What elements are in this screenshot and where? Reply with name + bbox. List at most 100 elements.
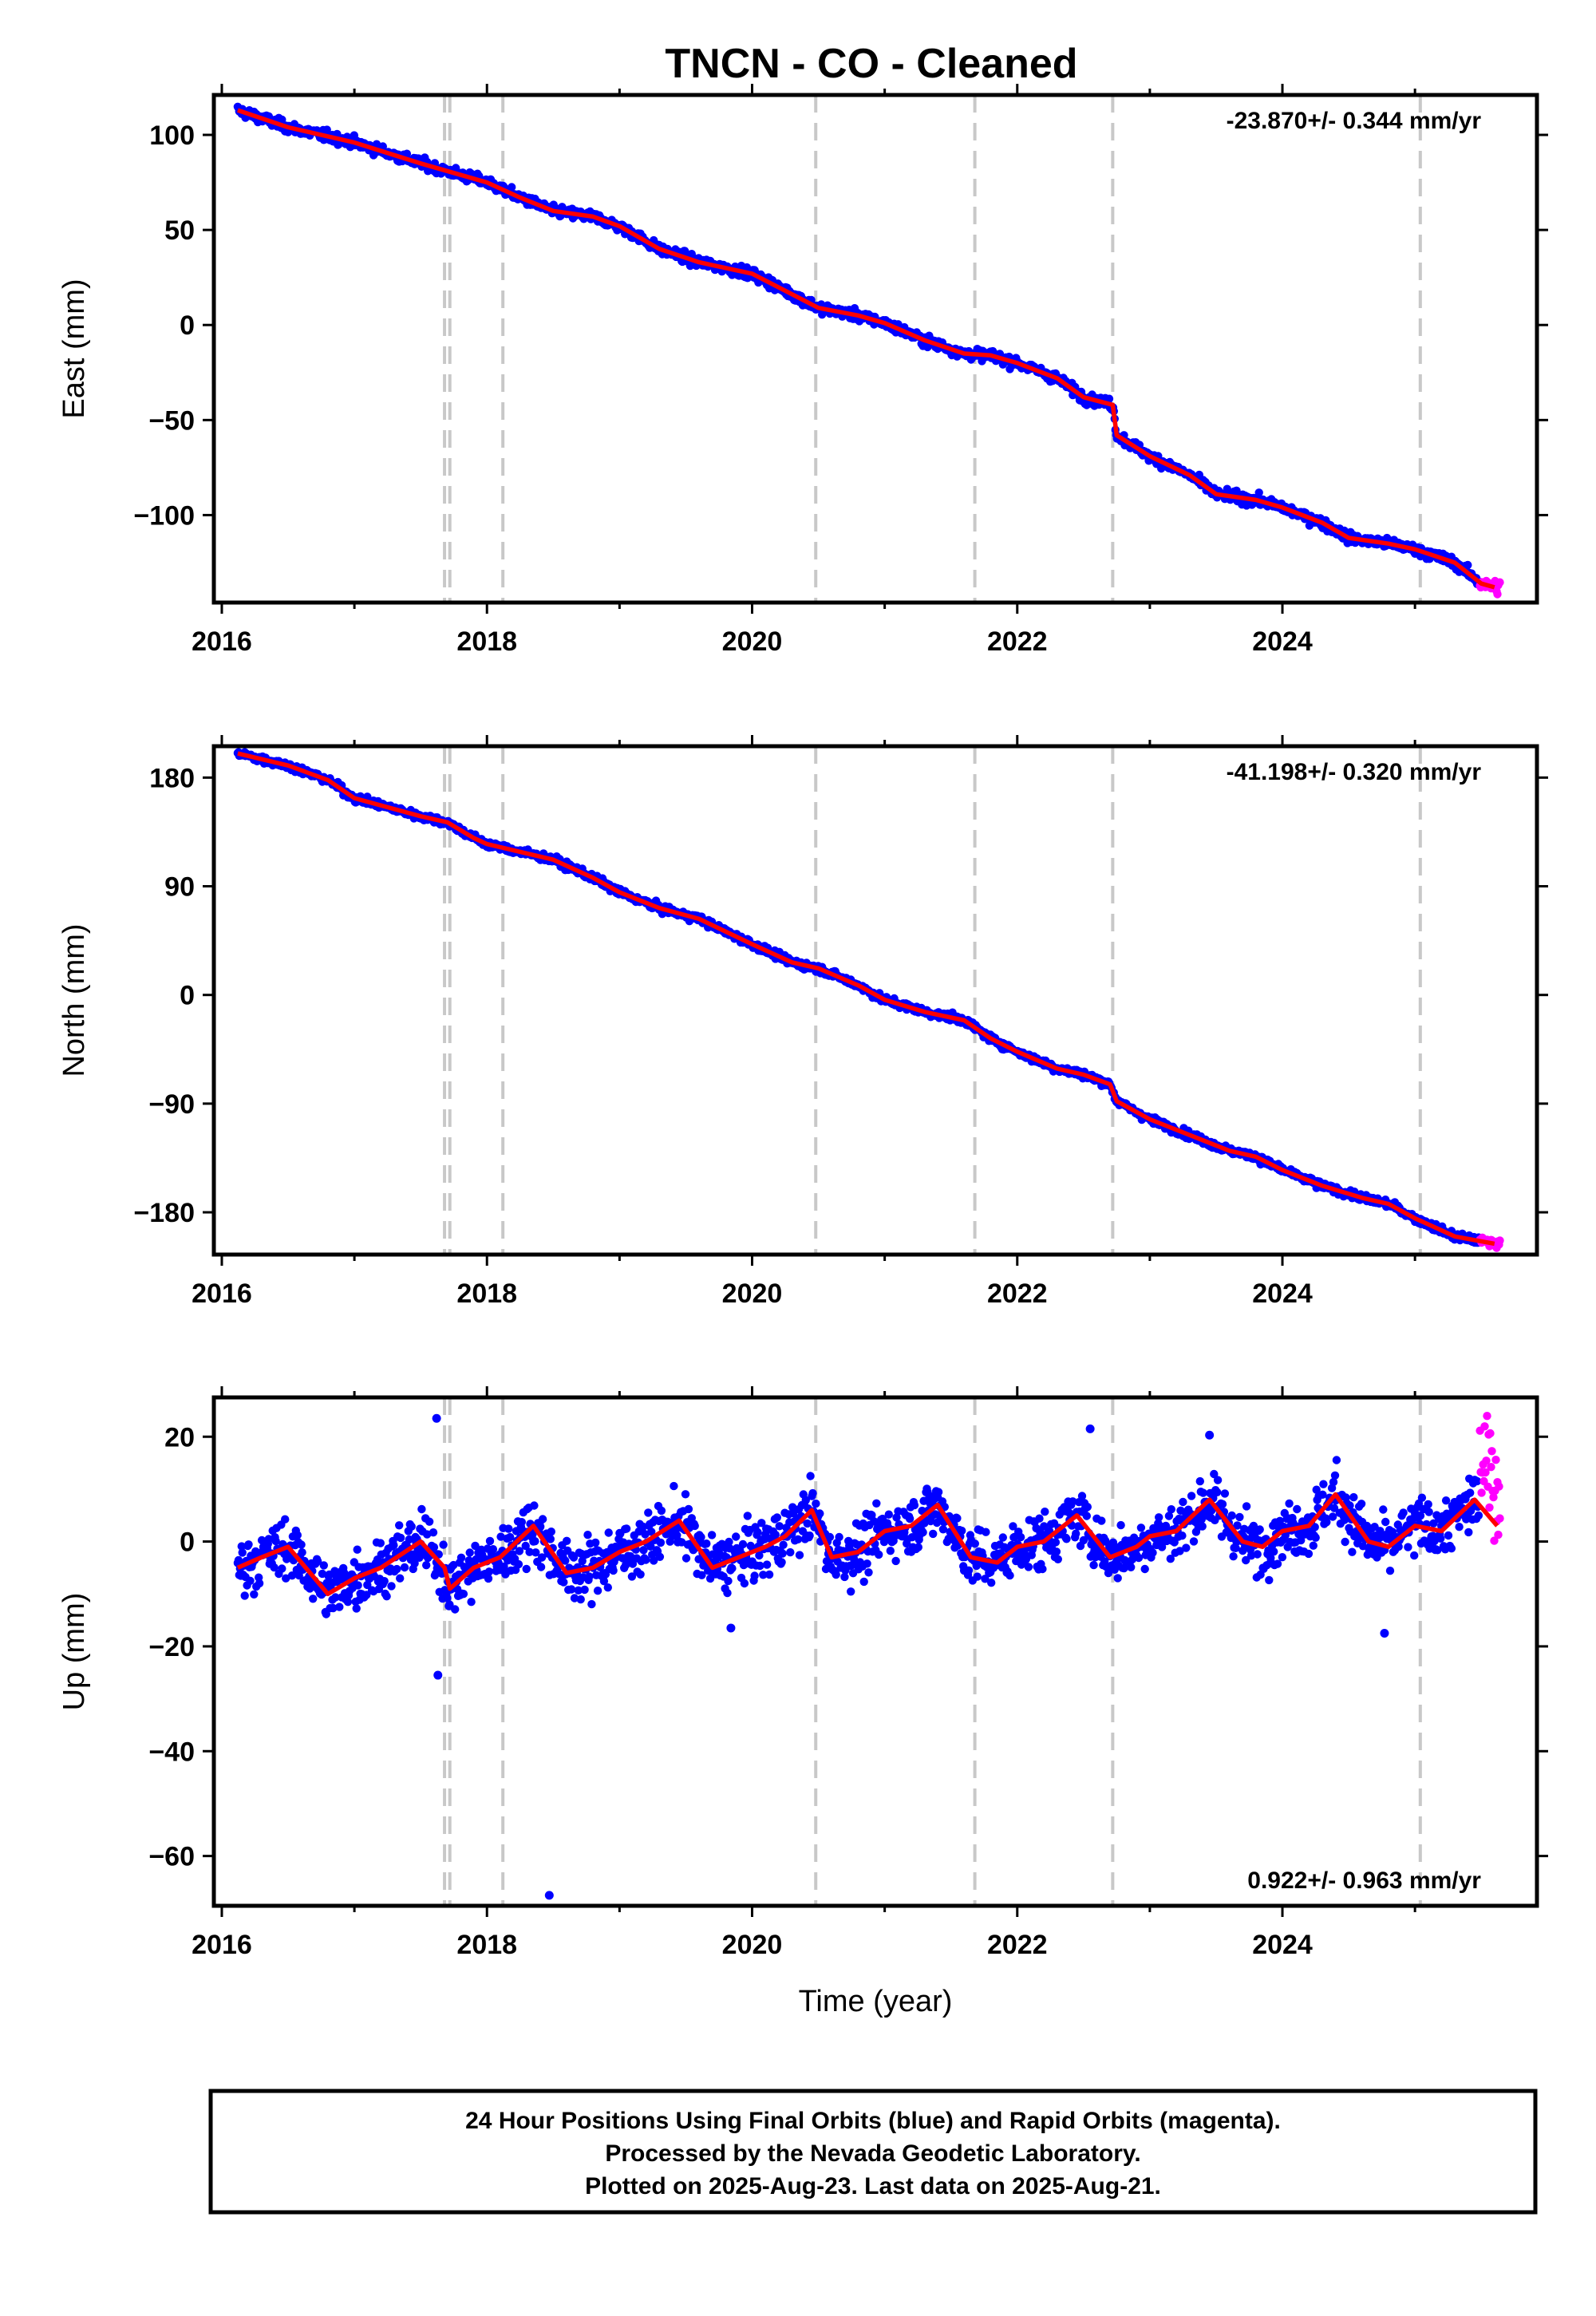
final-orbit-point bbox=[1182, 1543, 1191, 1552]
final-orbit-point bbox=[1148, 1548, 1157, 1557]
final-orbit-point bbox=[531, 1537, 539, 1546]
final-orbit-point bbox=[808, 1488, 817, 1498]
final-orbit-point bbox=[812, 1499, 820, 1508]
final-orbit-point bbox=[1318, 1490, 1327, 1500]
final-orbit-point bbox=[528, 1530, 537, 1539]
final-orbit-point bbox=[626, 1551, 635, 1561]
model-fit-line bbox=[237, 108, 1495, 590]
final-orbit-point bbox=[803, 1519, 812, 1528]
final-orbit-point bbox=[1197, 1515, 1206, 1524]
final-orbit-point bbox=[775, 1522, 784, 1531]
final-orbit-point bbox=[655, 1552, 665, 1562]
final-orbit-point bbox=[278, 1564, 286, 1573]
final-orbit-point bbox=[973, 1572, 982, 1581]
final-orbit-point bbox=[1293, 1504, 1302, 1514]
final-orbit-point bbox=[1312, 1485, 1321, 1494]
final-orbit-point bbox=[1097, 1516, 1106, 1525]
final-orbit-point bbox=[313, 1557, 322, 1566]
final-orbit-point bbox=[656, 1538, 666, 1547]
final-orbit-point bbox=[517, 1518, 526, 1527]
final-orbit-point bbox=[244, 1540, 253, 1549]
final-orbit-point bbox=[329, 1603, 338, 1613]
final-orbit-point bbox=[395, 1521, 404, 1530]
outlier-point bbox=[726, 1623, 736, 1633]
x-tick-label: 2020 bbox=[722, 626, 783, 657]
final-orbit-point bbox=[723, 1588, 732, 1598]
final-orbit-point bbox=[847, 1587, 855, 1596]
final-orbit-point bbox=[1016, 1532, 1025, 1542]
final-orbit-point bbox=[1175, 1547, 1184, 1555]
final-orbit-point bbox=[1447, 1544, 1456, 1553]
final-orbit-point bbox=[1024, 1563, 1033, 1571]
final-orbit-point bbox=[1275, 1516, 1285, 1526]
final-orbit-point bbox=[237, 1542, 246, 1551]
final-orbit-point bbox=[604, 1528, 613, 1537]
final-orbit-point bbox=[335, 1603, 344, 1611]
rapid-orbit-point bbox=[1490, 1536, 1499, 1545]
final-orbit-point bbox=[609, 1566, 618, 1575]
final-orbit-point bbox=[840, 1572, 849, 1582]
final-orbit-point bbox=[467, 1598, 476, 1607]
final-orbit-point bbox=[1062, 1535, 1071, 1543]
outlier-point bbox=[1205, 1430, 1215, 1440]
final-orbit-point bbox=[393, 1564, 401, 1574]
final-orbit-point bbox=[1210, 1469, 1219, 1479]
final-orbit-point bbox=[271, 1536, 280, 1546]
final-orbit-point bbox=[732, 1532, 741, 1541]
rapid-orbit-point bbox=[1485, 1503, 1494, 1512]
final-orbit-point bbox=[580, 1585, 589, 1595]
final-orbit-point bbox=[1187, 1492, 1196, 1500]
final-orbit-point bbox=[531, 1548, 540, 1557]
final-orbit-point bbox=[1229, 1552, 1238, 1561]
final-orbit-point bbox=[636, 1570, 645, 1579]
final-orbit-point bbox=[1052, 1547, 1061, 1556]
final-orbit-point bbox=[396, 1533, 405, 1543]
velocity-label: -23.870+/- 0.344 mm/yr bbox=[1227, 108, 1482, 134]
final-orbit-point bbox=[1329, 1504, 1339, 1512]
final-orbit-point bbox=[1134, 1553, 1144, 1563]
rapid-orbit-point bbox=[1482, 1456, 1491, 1465]
final-orbit-point bbox=[456, 1553, 466, 1563]
final-orbit-point bbox=[1319, 1480, 1328, 1488]
final-orbit-point bbox=[1357, 1500, 1366, 1508]
final-orbit-point bbox=[1231, 1543, 1240, 1553]
final-orbit-point bbox=[756, 1561, 764, 1571]
final-orbit-point bbox=[1079, 1535, 1088, 1545]
x-tick-label: 2022 bbox=[987, 1279, 1048, 1309]
final-orbit-point bbox=[1417, 1493, 1427, 1502]
x-tick-label: 2016 bbox=[192, 626, 252, 657]
final-orbit-point bbox=[246, 1576, 255, 1586]
final-orbit-point bbox=[875, 1550, 883, 1559]
final-orbit-point bbox=[934, 1488, 943, 1496]
final-orbit-point bbox=[684, 1504, 693, 1514]
y-tick-label: 100 bbox=[149, 121, 195, 151]
final-orbit-point bbox=[561, 1556, 570, 1565]
final-orbit-point bbox=[331, 1593, 340, 1602]
final-orbit-point bbox=[707, 1531, 717, 1539]
final-orbit-point bbox=[639, 1546, 648, 1555]
rapid-orbit-point bbox=[1477, 1488, 1486, 1497]
final-orbit-point bbox=[1167, 1505, 1176, 1514]
final-orbit-point bbox=[1433, 1546, 1442, 1555]
final-orbit-point bbox=[681, 1554, 691, 1563]
final-orbit-point bbox=[1005, 1571, 1014, 1580]
final-orbit-point bbox=[670, 1481, 678, 1491]
final-orbit-point bbox=[389, 1541, 398, 1550]
final-orbit-point bbox=[270, 1563, 279, 1572]
final-orbit-point bbox=[725, 1537, 733, 1547]
final-orbit-point bbox=[1436, 1534, 1445, 1543]
final-orbit-point bbox=[587, 1599, 596, 1609]
final-orbit-point bbox=[910, 1500, 919, 1510]
final-orbit-point bbox=[1270, 1547, 1278, 1556]
y-tick-label: −50 bbox=[148, 405, 195, 436]
final-orbit-point bbox=[1341, 1537, 1349, 1547]
final-orbit-point bbox=[1381, 1517, 1390, 1527]
final-orbit-point bbox=[987, 1579, 996, 1587]
final-orbit-point bbox=[530, 1501, 539, 1510]
final-orbit-point bbox=[429, 1528, 438, 1537]
final-orbit-point bbox=[764, 1570, 774, 1579]
final-orbit-point bbox=[1127, 1563, 1136, 1572]
